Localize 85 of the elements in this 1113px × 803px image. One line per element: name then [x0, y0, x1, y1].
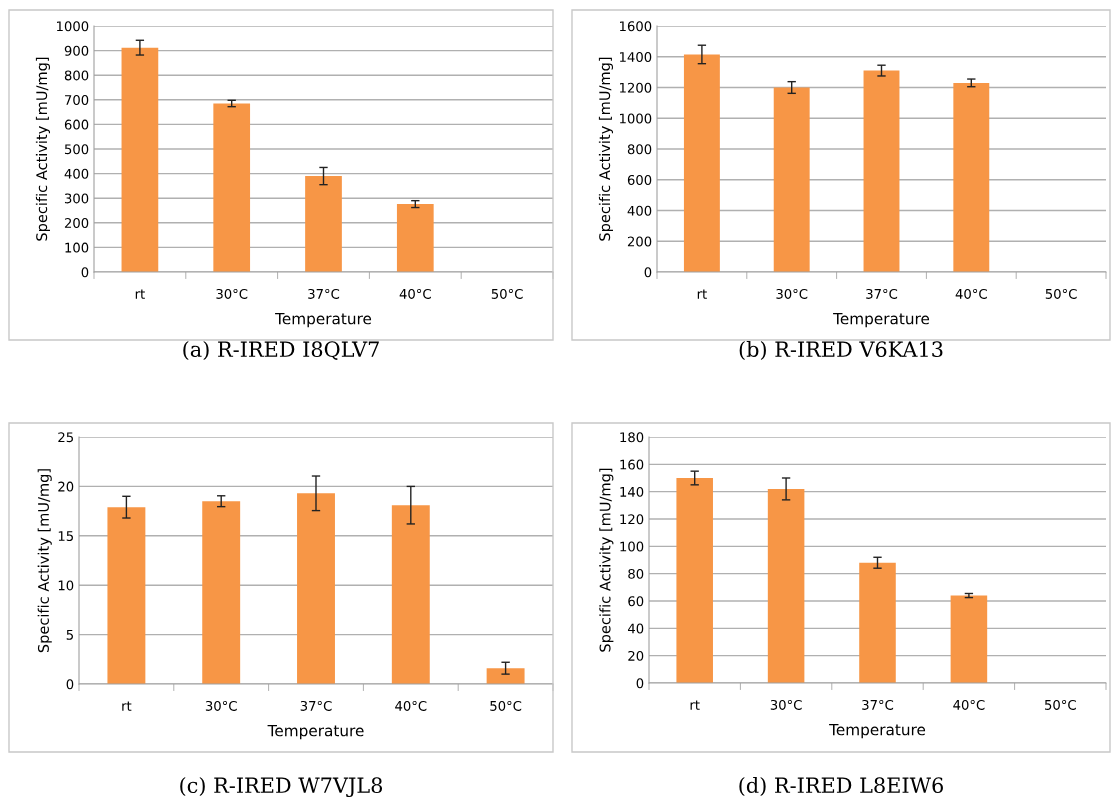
- bar: [486, 668, 525, 684]
- x-tick-label: 37°C: [866, 288, 898, 299]
- y-axis-title: Specific Activity [mU/mg]: [35, 57, 50, 241]
- x-axis-title: Temperature: [829, 724, 926, 739]
- y-tick-label: 400: [64, 168, 89, 179]
- bar: [121, 47, 159, 272]
- y-tick-label: 20: [628, 650, 644, 661]
- y-axis-title: Specific Activity [mU/mg]: [598, 57, 613, 241]
- y-tick-label: 0: [81, 267, 89, 278]
- bar: [305, 176, 342, 272]
- y-tick-label: 0: [66, 679, 74, 690]
- y-tick-label: 700: [65, 95, 89, 105]
- bar: [391, 505, 430, 684]
- bar: [213, 103, 251, 272]
- y-tick-label: 600: [627, 174, 652, 185]
- y-tick-label: 400: [627, 205, 652, 216]
- x-tick-label: 30°C: [770, 699, 802, 710]
- x-tick-label: 37°C: [862, 699, 894, 710]
- y-tick-label: 600: [64, 119, 89, 130]
- y-tick-label: 180: [620, 432, 644, 443]
- y-axis-title: Specific Activity [mU/mg]: [37, 469, 52, 653]
- bar: [396, 204, 434, 272]
- y-tick-label: 500: [64, 144, 89, 155]
- bar: [683, 54, 720, 272]
- y-tick-label: 40: [627, 623, 644, 634]
- x-tick-label: rt: [697, 289, 707, 299]
- bar: [859, 562, 896, 683]
- y-tick-label: 900: [64, 45, 89, 56]
- y-tick-label: 60: [628, 596, 644, 607]
- y-tick-label: 300: [64, 193, 89, 204]
- y-tick-label: 0: [636, 678, 644, 689]
- y-tick-label: 200: [64, 218, 89, 228]
- x-axis-title: Temperature: [275, 313, 372, 328]
- bar: [767, 488, 805, 683]
- y-tick-label: 1000: [620, 113, 652, 124]
- x-tick-label: 30°C: [216, 288, 248, 299]
- bar: [297, 493, 335, 684]
- bar: [953, 82, 990, 272]
- x-tick-label: rt: [122, 701, 132, 711]
- y-tick-label: 80: [628, 568, 644, 579]
- x-tick-label: 37°C: [300, 700, 332, 711]
- y-tick-label: 0: [644, 267, 652, 278]
- y-tick-label: 5: [66, 629, 73, 640]
- x-tick-label: rt: [135, 289, 145, 299]
- y-tick-label: 20: [58, 481, 74, 492]
- bar: [950, 595, 988, 683]
- text: (a) R-IRED I8QLV7: [183, 340, 379, 361]
- y-tick-label: 1600: [620, 21, 652, 32]
- y-tick-label: 800: [627, 144, 652, 155]
- y-tick-label: 1000: [57, 21, 89, 32]
- x-tick-label: 40°C: [955, 288, 987, 299]
- text: (d) R-IRED L8EIW6: [739, 776, 943, 796]
- x-tick-label: 40°C: [395, 700, 427, 711]
- bar: [863, 70, 900, 272]
- y-tick-label: 100: [620, 541, 644, 552]
- x-tick-label: 40°C: [399, 288, 431, 299]
- x-tick-label: 40°C: [953, 699, 985, 710]
- bar: [202, 501, 241, 684]
- text: (b) R-IRED V6KA13: [739, 340, 943, 360]
- y-tick-label: 10: [58, 580, 74, 591]
- y-tick-label: 1200: [620, 82, 652, 93]
- bar: [773, 87, 810, 272]
- y-tick-label: 100: [65, 242, 89, 253]
- x-tick-label: 30°C: [776, 288, 808, 299]
- x-tick-label: 30°C: [205, 700, 237, 711]
- y-tick-label: 25: [58, 432, 73, 443]
- bar: [676, 478, 713, 683]
- x-tick-label: 50°C: [1045, 288, 1077, 299]
- x-tick-label: 37°C: [308, 288, 340, 299]
- y-tick-label: 200: [627, 236, 652, 247]
- y-tick-label: 160: [620, 459, 644, 470]
- bar: [107, 507, 146, 684]
- y-tick-label: 140: [620, 486, 644, 497]
- y-tick-label: 15: [58, 531, 73, 541]
- x-tick-label: 50°C: [491, 288, 523, 299]
- y-axis-title: Specific Activity [mU/mg]: [599, 468, 614, 652]
- x-tick-label: 50°C: [490, 700, 522, 711]
- y-tick-label: 120: [620, 514, 644, 525]
- text: (c) R-IRED W7VJL8: [180, 776, 383, 798]
- y-tick-label: 1400: [620, 51, 652, 62]
- x-tick-label: rt: [690, 700, 700, 710]
- x-axis-title: Temperature: [267, 725, 364, 740]
- x-tick-label: 50°C: [1045, 699, 1076, 710]
- y-tick-label: 800: [64, 70, 89, 81]
- x-axis-title: Temperature: [833, 313, 930, 328]
